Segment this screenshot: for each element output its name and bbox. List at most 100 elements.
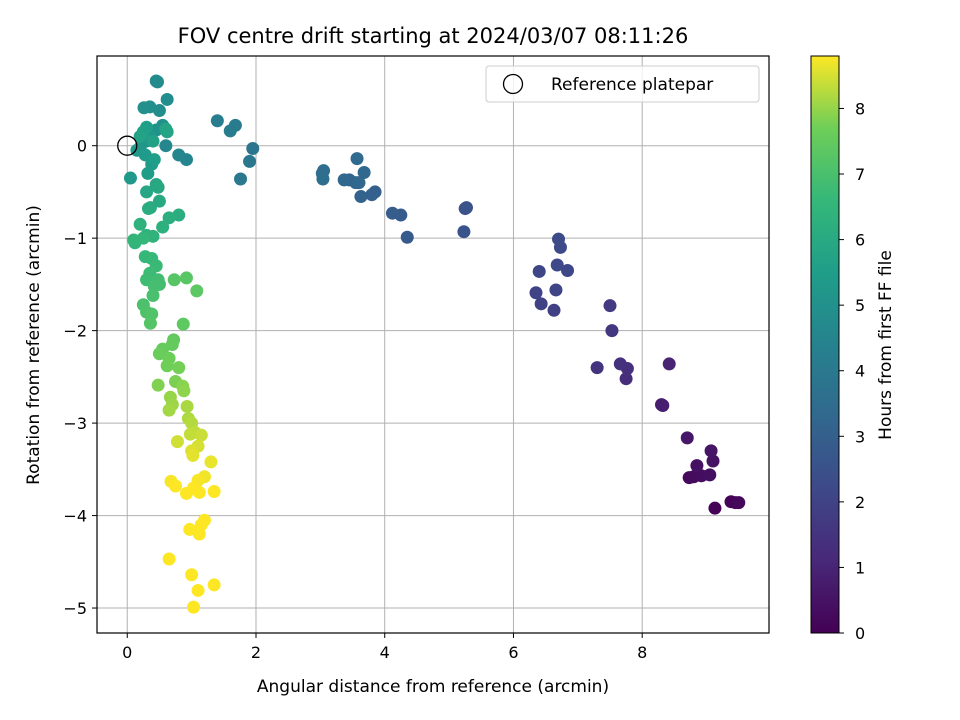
scatter-point (703, 468, 717, 482)
scatter-point (185, 568, 199, 582)
legend-marker-reference (502, 73, 524, 95)
scatter-point (133, 217, 147, 231)
scatter-point (350, 152, 364, 166)
scatter-point (141, 202, 155, 216)
scatter-point (141, 166, 155, 180)
scatter-point (162, 211, 176, 225)
chart-title: FOV centre drift starting at 2024/03/07 … (178, 24, 689, 48)
scatter-point (176, 317, 190, 331)
scatter-point (337, 173, 351, 187)
scatter-point (605, 324, 619, 338)
scatter-point (352, 176, 366, 190)
colorbar-tick-label: 1 (855, 558, 865, 577)
scatter-point (246, 141, 260, 155)
scatter-point (613, 357, 627, 371)
colorbar-tick-label: 0 (855, 624, 865, 643)
scatter-point (143, 316, 157, 330)
scatter-point (186, 448, 200, 462)
scatter-point (187, 481, 201, 495)
scatter-point (152, 194, 166, 208)
scatter-point (152, 347, 166, 361)
scatter-point (243, 154, 257, 168)
scatter-point (183, 522, 197, 536)
scatter-point (690, 459, 704, 473)
scatter-point (179, 271, 193, 285)
scatter-point (136, 231, 150, 245)
scatter-point (662, 357, 676, 371)
scatter-point (365, 188, 379, 202)
scatter-point (147, 153, 161, 167)
scatter-point (223, 124, 237, 138)
scatter-point (656, 399, 670, 413)
scatter-point (127, 233, 141, 247)
colorbar-tick-label: 6 (855, 231, 865, 250)
y-axis-ticks: 0 −1 −2 −3 −4 −5 (63, 137, 97, 618)
scatter-point (354, 190, 368, 204)
scatter-point (706, 454, 720, 468)
colorbar-label: Hours from first FF file (876, 250, 896, 440)
scatter-point (146, 229, 160, 243)
scatter-point (170, 435, 184, 449)
grid-lines (97, 56, 769, 633)
scatter-point (140, 185, 154, 199)
scatter-point (160, 92, 174, 106)
scatter-point (234, 172, 248, 186)
x-tick-label: 8 (637, 643, 647, 662)
scatter-point (192, 527, 206, 541)
scatter-point (167, 273, 181, 287)
scatter-point (550, 258, 564, 272)
scatter-point (619, 372, 633, 386)
scatter-point (316, 172, 330, 186)
scatter-point (169, 479, 183, 493)
scatter-point (180, 399, 194, 413)
scatter-point (162, 552, 176, 566)
plot-frame (96, 55, 770, 634)
scatter-point (146, 134, 160, 148)
scatter-point (385, 206, 399, 220)
scatter-point (159, 139, 173, 153)
scatter-point (400, 230, 414, 244)
colorbar-tick-label: 3 (855, 427, 865, 446)
scatter-point (680, 431, 694, 445)
scatter-point (207, 485, 221, 499)
scatter-point (146, 288, 160, 302)
scatter-point (207, 578, 221, 592)
scatter-point (204, 455, 218, 469)
scatter-point (708, 501, 722, 515)
y-tick-label: −4 (63, 507, 87, 526)
scatter-point (547, 303, 561, 317)
reference-platepar-marker (117, 135, 138, 156)
y-tick-label: −3 (63, 414, 87, 433)
legend-label-reference: Reference platepar (551, 75, 713, 95)
colorbar-ticks: 0 1 2 3 4 5 6 7 8 (839, 99, 865, 643)
scatter-point (151, 180, 165, 194)
scatter-points (123, 74, 746, 614)
scatter-point (590, 361, 604, 375)
scatter-point (133, 129, 147, 143)
scatter-point (603, 299, 617, 313)
colorbar-gradient (810, 55, 840, 634)
y-tick-label: −2 (63, 322, 87, 341)
scatter-point (704, 444, 718, 458)
scatter-point (191, 583, 205, 597)
scatter-point (561, 264, 575, 278)
scatter-point (172, 148, 186, 162)
scatter-point (534, 297, 548, 311)
scatter-point (151, 378, 165, 392)
scatter-point (123, 171, 137, 185)
colorbar-tick-label: 4 (855, 362, 865, 381)
legend-box (485, 65, 760, 103)
scatter-point (549, 283, 563, 297)
x-tick-label: 2 (251, 643, 261, 662)
scatter-point (458, 202, 472, 216)
x-tick-label: 0 (122, 643, 132, 662)
scatter-point (732, 496, 746, 510)
x-tick-label: 4 (380, 643, 390, 662)
colorbar-tick-label: 5 (855, 296, 865, 315)
colorbar-tick-label: 8 (855, 99, 865, 118)
scatter-point (529, 286, 543, 300)
scatter-point (183, 427, 197, 441)
colorbar-tick-label: 2 (855, 493, 865, 512)
y-tick-label: −5 (63, 599, 87, 618)
